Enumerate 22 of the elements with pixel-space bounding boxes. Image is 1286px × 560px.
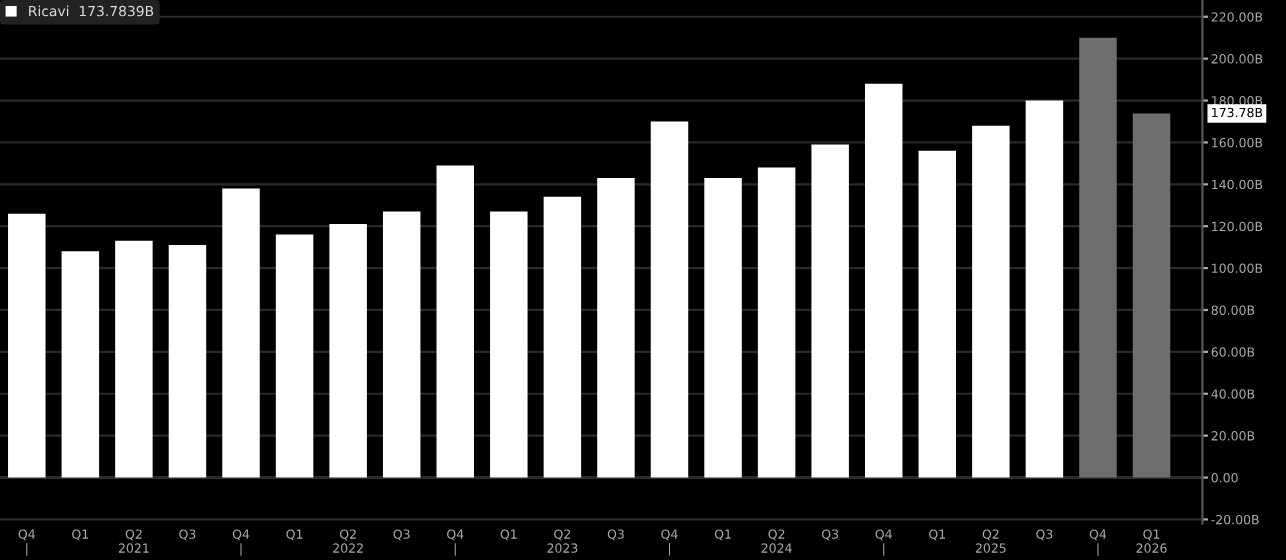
bar	[329, 224, 367, 478]
bar	[597, 178, 635, 478]
bar	[222, 188, 260, 478]
bar	[757, 167, 796, 478]
bar	[490, 211, 528, 478]
bar	[972, 125, 1010, 478]
bar	[115, 240, 153, 478]
bar	[382, 211, 421, 478]
bar	[61, 251, 100, 478]
bar	[8, 213, 46, 478]
bar	[704, 178, 742, 478]
bar	[1025, 100, 1064, 478]
bar	[543, 196, 582, 478]
bar	[864, 83, 903, 478]
bar	[1132, 113, 1171, 478]
bar	[918, 150, 957, 478]
bar	[811, 144, 849, 478]
bar	[168, 245, 207, 478]
bar	[1079, 37, 1117, 478]
bar	[436, 165, 474, 478]
bar	[275, 234, 314, 478]
bar	[650, 121, 689, 478]
